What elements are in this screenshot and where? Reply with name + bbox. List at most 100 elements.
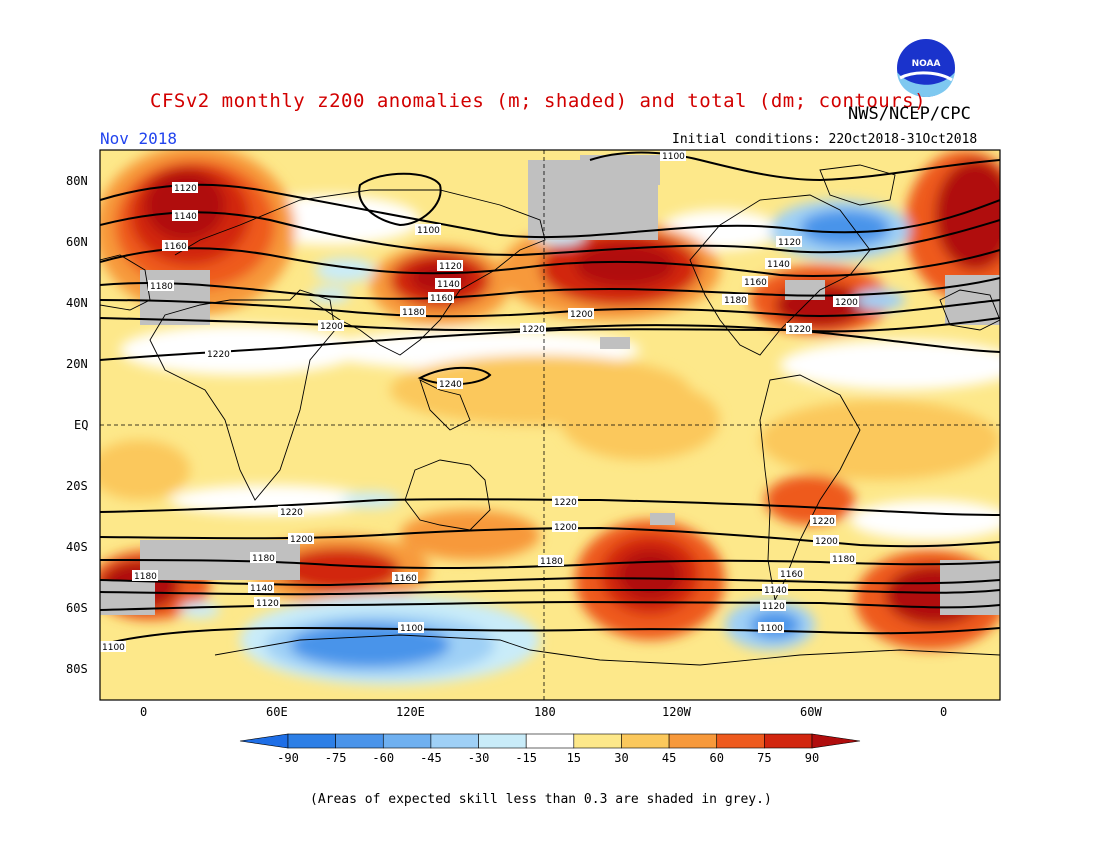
svg-text:1200: 1200 [570, 310, 593, 320]
colorbar-tick-label: -90 [277, 751, 299, 765]
contour-label: 1180 [400, 306, 426, 318]
contour-label: 1240 [437, 378, 463, 390]
lat-label: 60N [66, 235, 88, 249]
colorbar-bin [430, 733, 479, 749]
contour-label-group: 1120 1140 1160 1180 1200 1220 1100 1120 … [100, 150, 859, 653]
contour-label: 1200 [833, 296, 859, 308]
chart-title: CFSv2 monthly z200 anomalies (m; shaded)… [150, 90, 927, 112]
contour-label: 1140 [765, 258, 791, 270]
contour-label: 1200 [552, 521, 578, 533]
contour-label: 1160 [742, 276, 768, 288]
colorbar-arrow-low [239, 733, 289, 749]
lat-label: 40N [66, 296, 88, 310]
colorbar: -90 -75 -60 -45 -30 -15 15 30 45 60 75 90 [239, 733, 861, 765]
svg-text:1220: 1220 [812, 517, 835, 527]
lat-label: 60S [66, 601, 88, 615]
colorbar-bin [382, 733, 432, 749]
colorbar-tick-label: 60 [710, 751, 724, 765]
contour-label: 1200 [568, 308, 594, 320]
svg-text:1100: 1100 [417, 226, 440, 236]
svg-text:1100: 1100 [400, 624, 423, 634]
svg-text:1180: 1180 [724, 296, 747, 306]
height-contours [100, 151, 1000, 646]
lon-axis: 0 60E 120E 180 120W 60W 0 [140, 705, 947, 719]
svg-text:1180: 1180 [252, 554, 275, 564]
contour-label: 1120 [172, 182, 198, 194]
colorbar-tick-label: -30 [468, 751, 490, 765]
colorbar-tick-label: -60 [372, 751, 394, 765]
anomaly-shading [100, 150, 1000, 700]
svg-text:1120: 1120 [439, 262, 462, 272]
contour-label: 1220 [786, 323, 812, 335]
svg-text:1100: 1100 [662, 152, 685, 162]
lat-label: 40S [66, 540, 88, 554]
svg-text:1220: 1220 [788, 325, 811, 335]
lon-label: 0 [940, 705, 947, 719]
svg-text:1160: 1160 [780, 570, 803, 580]
contour-label: 1200 [318, 320, 344, 332]
contour-label: 1160 [162, 240, 188, 252]
footnote: (Areas of expected skill less than 0.3 a… [310, 792, 772, 807]
contour-label: 1220 [278, 506, 304, 518]
svg-text:1200: 1200 [320, 322, 343, 332]
svg-text:1120: 1120 [256, 599, 279, 609]
contour-label: 1140 [762, 584, 788, 596]
colorbar-bin [573, 733, 622, 749]
svg-text:1180: 1180 [540, 557, 563, 567]
lat-label: 80N [66, 174, 88, 188]
colorbar-bin [478, 733, 527, 749]
contour-label: 1160 [392, 572, 418, 584]
contour-label: 1200 [813, 535, 839, 547]
contour-label: 1100 [100, 641, 126, 653]
svg-text:1200: 1200 [815, 537, 838, 547]
contour-label: 1180 [148, 280, 174, 292]
colorbar-bin [716, 733, 765, 749]
svg-text:1220: 1220 [554, 498, 577, 508]
svg-text:1140: 1140 [764, 586, 787, 596]
svg-text:1180: 1180 [134, 572, 157, 582]
contour-label: 1180 [722, 294, 748, 306]
contour-label: 1180 [830, 553, 856, 565]
svg-text:1200: 1200 [554, 523, 577, 533]
svg-text:1140: 1140 [174, 212, 197, 222]
colorbar-tick-label: 90 [805, 751, 819, 765]
svg-text:1180: 1180 [402, 308, 425, 318]
colorbar-bin [668, 733, 718, 749]
colorbar-tick-label: 30 [614, 751, 628, 765]
contour-label: 1160 [428, 292, 454, 304]
svg-text:1120: 1120 [174, 184, 197, 194]
lon-label: 60W [800, 705, 822, 719]
colorbar-tick-label: 45 [662, 751, 676, 765]
colorbar-bin [525, 733, 575, 749]
initial-conditions: Initial conditions: 22Oct2018-31Oct2018 [672, 132, 978, 147]
colorbar-bin [335, 733, 384, 749]
colorbar-tick-label: -75 [325, 751, 347, 765]
contour-label: 1220 [810, 515, 836, 527]
svg-text:1160: 1160 [164, 242, 187, 252]
svg-text:1140: 1140 [437, 280, 460, 290]
contour-label: 1220 [552, 496, 578, 508]
contour-label: 1100 [758, 622, 784, 634]
svg-text:1160: 1160 [744, 278, 767, 288]
contour-label: 1100 [660, 150, 686, 162]
lon-label: 180 [534, 705, 556, 719]
lat-label: 80S [66, 662, 88, 676]
svg-text:1140: 1140 [767, 260, 790, 270]
contour-label: 1220 [205, 348, 231, 360]
contour-label: 1140 [435, 278, 461, 290]
svg-text:1120: 1120 [762, 602, 785, 612]
contour-label: 1140 [172, 210, 198, 222]
colorbar-tick-label: 15 [567, 751, 581, 765]
svg-text:1160: 1160 [394, 574, 417, 584]
svg-text:1140: 1140 [250, 584, 273, 594]
colorbar-arrow-high [811, 733, 861, 749]
colorbar-tick-label: 75 [757, 751, 771, 765]
lat-label: 20N [66, 357, 88, 371]
contour-label: 1120 [760, 600, 786, 612]
noaa-logo: NOAA [894, 36, 958, 100]
agency-label: NWS/NCEP/CPC [848, 104, 971, 124]
contour-label: 1180 [132, 570, 158, 582]
svg-text:1100: 1100 [102, 643, 125, 653]
lon-label: 0 [140, 705, 147, 719]
svg-text:1200: 1200 [290, 535, 313, 545]
